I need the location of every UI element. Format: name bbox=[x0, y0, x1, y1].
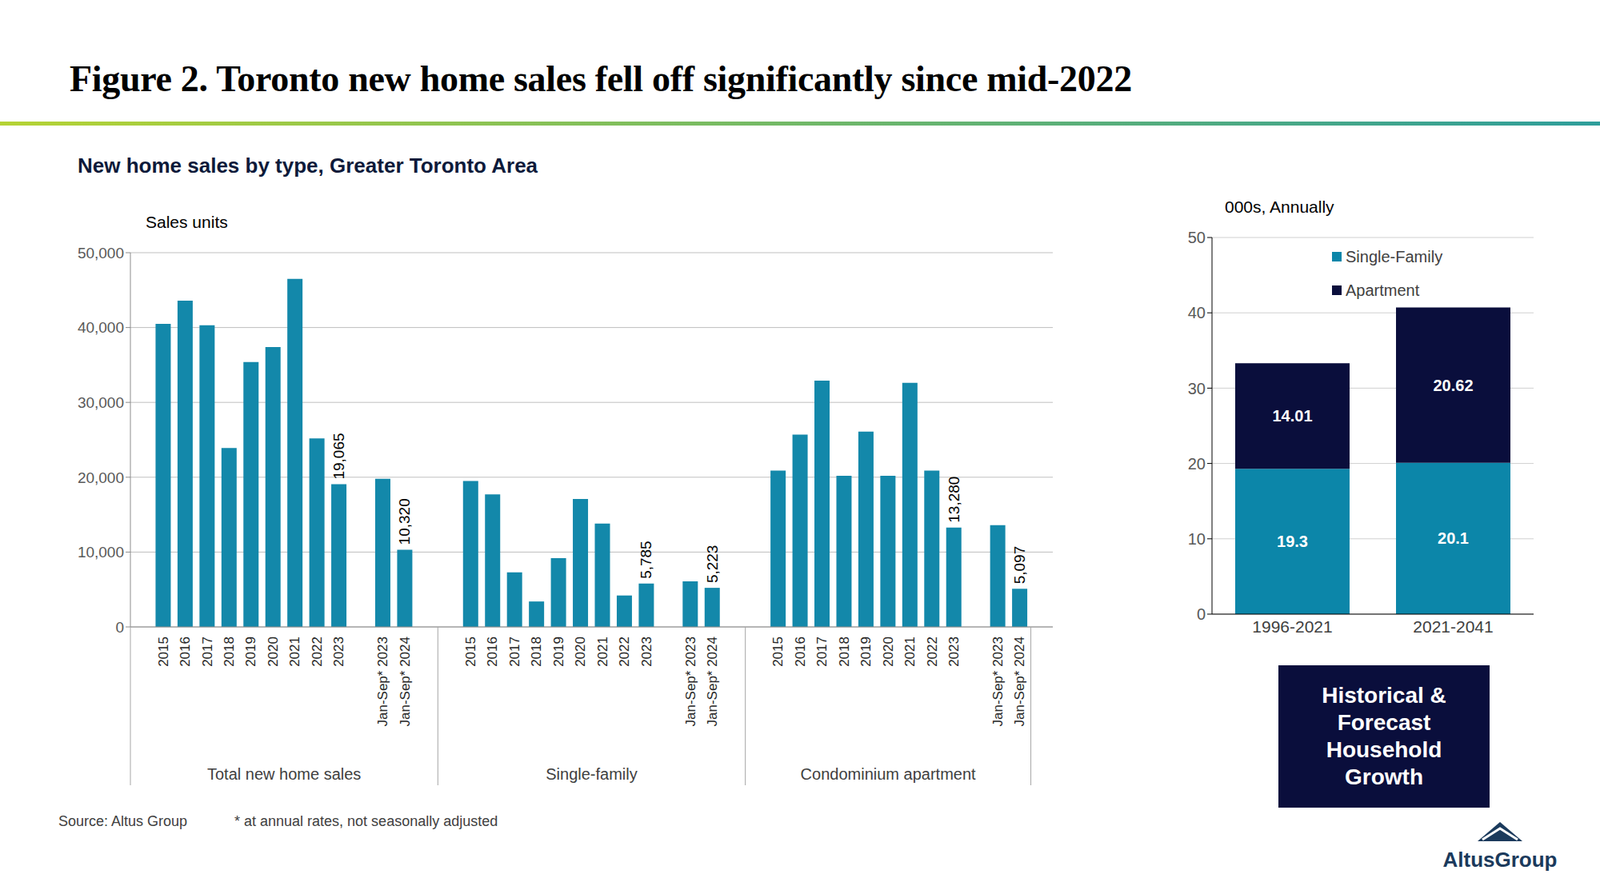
html-text:Apartment: Apartment bbox=[1345, 281, 1420, 299]
svg-text:Jan-Sep* 2023: Jan-Sep* 2023 bbox=[375, 636, 391, 727]
svg-text:2016: 2016 bbox=[177, 636, 193, 668]
svg-text:30,000: 30,000 bbox=[77, 394, 124, 412]
svg-text:20: 20 bbox=[1188, 455, 1206, 473]
svg-text:50: 50 bbox=[1188, 228, 1206, 247]
html-text:AltusGroup: AltusGroup bbox=[1442, 848, 1558, 872]
svg-text:2020: 2020 bbox=[572, 636, 588, 668]
svg-text:5,097: 5,097 bbox=[1011, 546, 1028, 585]
svg-text:Single-family: Single-family bbox=[545, 765, 637, 784]
svg-text:2015: 2015 bbox=[770, 636, 786, 668]
html-text:Figure 2. Toronto new home sal: Figure 2. Toronto new home sales fell of… bbox=[69, 58, 1132, 100]
html-text:Single-Family: Single-Family bbox=[1345, 247, 1443, 266]
svg-text:0: 0 bbox=[1196, 605, 1206, 624]
svg-text:2022: 2022 bbox=[616, 636, 632, 668]
svg-text:2019: 2019 bbox=[551, 636, 567, 668]
svg-text:30: 30 bbox=[1188, 380, 1206, 398]
html-text:* at annual rates, not seasona: * at annual rates, not seasonally adjust… bbox=[234, 813, 498, 830]
svg-text:20.62: 20.62 bbox=[1432, 376, 1473, 395]
svg-text:2019: 2019 bbox=[858, 636, 874, 668]
svg-text:2018: 2018 bbox=[836, 636, 852, 668]
svg-text:2021: 2021 bbox=[287, 636, 303, 668]
html-text:New home sales by type, Greate: New home sales by type, Greater Toronto … bbox=[77, 153, 538, 178]
svg-text:Jan-Sep* 2024: Jan-Sep* 2024 bbox=[1012, 636, 1028, 727]
svg-text:2017: 2017 bbox=[814, 636, 830, 668]
svg-text:2018: 2018 bbox=[221, 636, 237, 668]
svg-text:2020: 2020 bbox=[880, 636, 896, 668]
svg-text:2018: 2018 bbox=[528, 636, 544, 668]
svg-text:10,000: 10,000 bbox=[77, 544, 124, 561]
svg-text:19.3: 19.3 bbox=[1276, 532, 1308, 551]
svg-text:14.01: 14.01 bbox=[1272, 407, 1312, 425]
svg-text:Jan-Sep* 2023: Jan-Sep* 2023 bbox=[990, 636, 1006, 727]
svg-text:5,785: 5,785 bbox=[637, 540, 655, 580]
svg-text:0: 0 bbox=[115, 619, 124, 636]
html-text:Source: Altus Group: Source: Altus Group bbox=[58, 813, 188, 830]
svg-text:2021-2041: 2021-2041 bbox=[1412, 617, 1493, 636]
svg-text:Jan-Sep* 2024: Jan-Sep* 2024 bbox=[704, 636, 720, 727]
svg-text:20,000: 20,000 bbox=[77, 469, 124, 487]
svg-text:5,223: 5,223 bbox=[704, 545, 721, 584]
svg-text:40: 40 bbox=[1188, 304, 1206, 322]
svg-text:2021: 2021 bbox=[902, 636, 918, 668]
html-text:000s, Annually: 000s, Annually bbox=[1224, 197, 1335, 216]
html-text:Historical & Forecast Househol: Historical & Forecast Household Growth bbox=[1321, 683, 1447, 790]
svg-text:2022: 2022 bbox=[924, 636, 940, 668]
svg-text:2023: 2023 bbox=[946, 636, 962, 668]
svg-text:2023: 2023 bbox=[639, 636, 655, 668]
svg-text:2023: 2023 bbox=[331, 636, 347, 668]
svg-text:13,280: 13,280 bbox=[945, 476, 963, 524]
svg-text:2019: 2019 bbox=[243, 636, 259, 668]
svg-text:10,320: 10,320 bbox=[396, 498, 413, 545]
svg-text:2017: 2017 bbox=[507, 636, 523, 668]
svg-text:1996-2021: 1996-2021 bbox=[1252, 617, 1332, 636]
svg-text:2016: 2016 bbox=[792, 636, 808, 668]
svg-text:2015: 2015 bbox=[463, 636, 479, 668]
svg-text:Jan-Sep* 2023: Jan-Sep* 2023 bbox=[683, 636, 699, 727]
svg-text:40,000: 40,000 bbox=[77, 319, 124, 336]
svg-text:Jan-Sep* 2024: Jan-Sep* 2024 bbox=[397, 636, 413, 727]
svg-text:50,000: 50,000 bbox=[77, 244, 124, 262]
svg-text:Total new home sales: Total new home sales bbox=[207, 765, 361, 784]
svg-text:19,065: 19,065 bbox=[330, 432, 348, 480]
svg-text:2022: 2022 bbox=[309, 636, 325, 668]
svg-text:2017: 2017 bbox=[200, 636, 216, 668]
svg-text:10: 10 bbox=[1188, 530, 1206, 548]
html-text:Sales units: Sales units bbox=[145, 212, 228, 232]
svg-text:2020: 2020 bbox=[265, 636, 281, 668]
svg-text:2016: 2016 bbox=[484, 636, 500, 668]
svg-text:2021: 2021 bbox=[595, 636, 611, 668]
svg-text:Condominium apartment: Condominium apartment bbox=[800, 765, 976, 784]
svg-text:2015: 2015 bbox=[156, 636, 172, 668]
svg-text:20.1: 20.1 bbox=[1437, 529, 1469, 548]
